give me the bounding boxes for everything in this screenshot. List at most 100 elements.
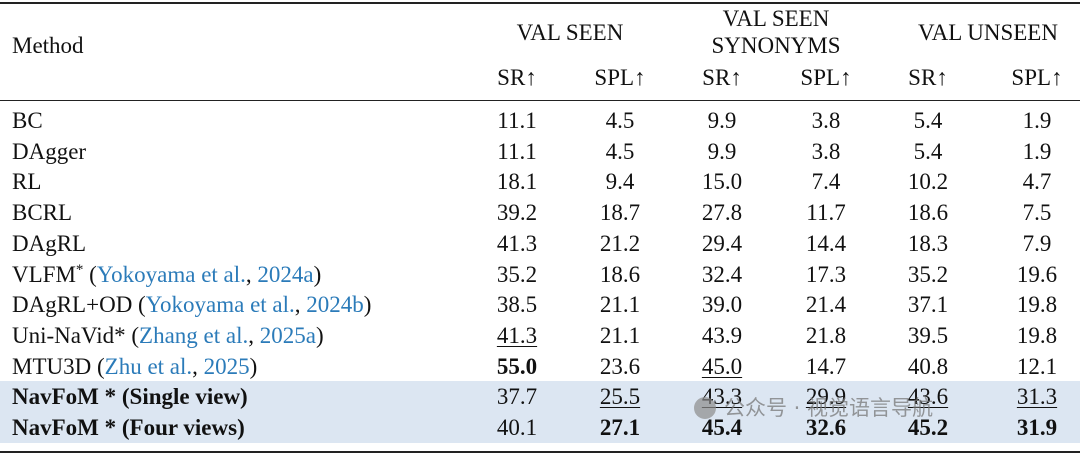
citation-link[interactable]: 2024b — [306, 292, 364, 318]
method-text: , — [248, 322, 260, 348]
value-cell: 35.2 — [496, 261, 538, 287]
method-text: MTU3D ( — [12, 353, 105, 379]
value-cell: 55.0 — [496, 353, 538, 379]
value-cell: 4.7 — [1022, 169, 1052, 195]
method-cell: RL — [12, 167, 41, 197]
subcolumn-header: SR↑ — [497, 65, 537, 90]
value-cell: 10.2 — [907, 169, 949, 195]
value-cell: 37.7 — [496, 384, 538, 410]
value-cell: 18.6 — [907, 200, 949, 226]
value-cell: 43.6 — [907, 384, 949, 410]
value-cell: 19.6 — [1016, 261, 1058, 287]
value-cell: 43.9 — [701, 322, 743, 348]
subcolumn-header: SPL↑ — [800, 65, 852, 90]
value-cell: 31.3 — [1016, 384, 1058, 410]
header-rule — [0, 100, 1080, 101]
watermark: 公众号 · 视觉语言导航 — [694, 393, 933, 423]
citation-link[interactable]: Yokoyama et al. — [96, 261, 246, 287]
value-cell: 9.9 — [707, 108, 737, 133]
value-cell: 7.9 — [1022, 230, 1052, 256]
method-text: BCRL — [12, 200, 73, 226]
value-cell: 18.1 — [496, 169, 538, 195]
citation-link[interactable]: Zhang et al. — [139, 322, 249, 348]
value-cell: 21.1 — [599, 322, 641, 348]
citation-link[interactable]: 2025 — [203, 353, 250, 379]
group-header: VAL SEEN — [516, 19, 624, 45]
value-cell: 1.9 — [1022, 108, 1052, 133]
value-cell: 5.4 — [913, 138, 943, 164]
subcolumn-header: SPL↑ — [1011, 65, 1063, 90]
group-header: VAL SEEN SYNONYMS — [711, 6, 841, 58]
value-cell: 14.4 — [805, 230, 847, 256]
value-cell: 21.4 — [805, 292, 847, 318]
method-text: * — [75, 261, 84, 278]
value-cell: 27.1 — [599, 415, 641, 440]
value-cell: 37.1 — [907, 292, 949, 318]
method-text: BC — [12, 108, 43, 133]
value-cell: 21.2 — [599, 230, 641, 256]
value-cell: 31.9 — [1016, 415, 1058, 440]
method-cell: BC — [12, 106, 43, 136]
method-text: ( — [83, 261, 97, 287]
value-cell: 4.5 — [605, 138, 635, 164]
method-text: , — [192, 353, 204, 379]
watermark-icon — [694, 397, 716, 419]
value-cell: 39.5 — [907, 322, 949, 348]
value-cell: 40.1 — [496, 415, 538, 440]
value-cell: 45.0 — [701, 353, 743, 379]
subcolumn-header: SR↑ — [908, 65, 948, 90]
method-header: Method — [12, 33, 84, 58]
value-cell: 40.8 — [907, 353, 949, 379]
value-cell: 21.8 — [805, 322, 847, 348]
method-text: , — [294, 292, 307, 318]
value-cell: 41.3 — [496, 322, 538, 348]
method-text: DAgRL — [12, 230, 87, 256]
value-cell: 18.3 — [907, 230, 949, 256]
method-cell: NavFoM * (Four views) — [12, 413, 245, 443]
citation-link[interactable]: 2025a — [259, 322, 316, 348]
value-cell: 9.9 — [707, 138, 737, 164]
value-cell: 11.1 — [497, 138, 537, 164]
value-cell: 23.6 — [599, 353, 641, 379]
value-cell: 35.2 — [907, 261, 949, 287]
method-cell: DAgRL+OD (Yokoyama et al., 2024b) — [12, 290, 371, 320]
method-text: ) — [313, 261, 322, 287]
value-cell: 11.7 — [806, 200, 846, 226]
value-cell: 3.8 — [811, 108, 841, 133]
value-cell: 21.1 — [599, 292, 641, 318]
value-cell: 32.6 — [805, 415, 847, 440]
method-cell: NavFoM * (Single view) — [12, 382, 248, 412]
subcolumn-header: SR↑ — [702, 65, 742, 90]
method-cell: Uni-NaVid* (Zhang et al., 2025a) — [12, 321, 324, 351]
citation-link[interactable]: 2024a — [257, 261, 314, 287]
method-cell: VLFM* (Yokoyama et al., 2024a) — [12, 260, 321, 290]
citation-link[interactable]: Yokoyama et al. — [145, 292, 295, 318]
value-cell: 9.4 — [605, 169, 635, 195]
value-cell: 18.6 — [599, 261, 641, 287]
value-cell: 39.0 — [701, 292, 743, 318]
method-cell: DAgger — [12, 137, 86, 167]
value-cell: 39.2 — [496, 200, 538, 226]
method-text: RL — [12, 169, 42, 195]
value-cell: 11.1 — [497, 108, 537, 133]
value-cell: 32.4 — [701, 261, 743, 287]
method-text: ) — [249, 353, 258, 379]
value-cell: 27.8 — [701, 200, 743, 226]
value-cell: 12.1 — [1016, 353, 1058, 379]
citation-link[interactable]: Zhu et al. — [104, 353, 193, 379]
value-cell: 45.4 — [701, 415, 743, 440]
method-text: DAgger — [12, 138, 87, 164]
value-cell: 1.9 — [1022, 138, 1052, 164]
method-text: ) — [315, 322, 324, 348]
method-text: Uni-NaVid* ( — [12, 322, 140, 348]
value-cell: 45.2 — [907, 415, 949, 440]
value-cell: 29.9 — [805, 384, 847, 410]
method-text: DAgRL+OD ( — [12, 292, 146, 318]
watermark-text: 公众号 · 视觉语言导航 — [724, 396, 934, 420]
method-text: VLFM — [12, 261, 76, 287]
value-cell: 15.0 — [701, 169, 743, 195]
bottom-rule — [0, 451, 1080, 453]
value-cell: 38.5 — [496, 292, 538, 318]
method-text: NavFoM * (Four views) — [12, 415, 245, 440]
